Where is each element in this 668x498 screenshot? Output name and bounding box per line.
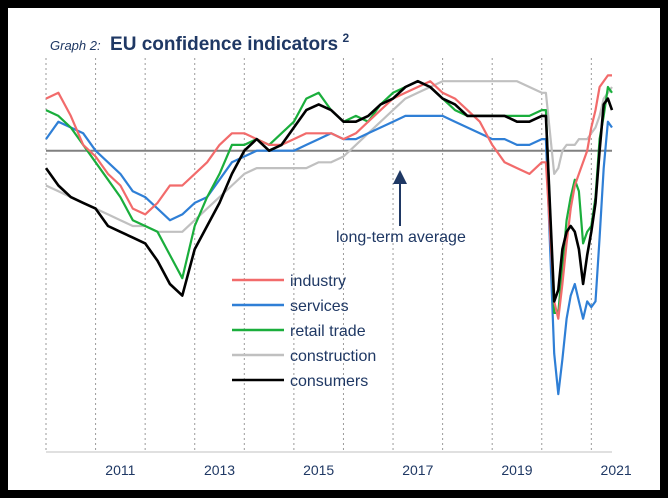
series-line-industry [45, 74, 612, 320]
chart-panel: Graph 2: EU confidence indicators 2 long… [8, 8, 660, 490]
x-tick-label-2019: 2019 [501, 462, 532, 478]
x-axis-tick-labels: 2011 2013 2015 2017 2019 2021 [105, 462, 632, 478]
series-line-construction [45, 80, 613, 233]
annotation-label: long-term average [336, 229, 466, 246]
year-gridlines [45, 58, 592, 452]
legend-label-services: services [290, 298, 349, 315]
legend: industry services retail trade construction… [232, 273, 376, 390]
x-tick-label-2017: 2017 [402, 462, 433, 478]
chart-title-superscript: 2 [343, 31, 350, 45]
legend-label-retail-trade: retail trade [290, 323, 366, 340]
annotation-arrow-head [393, 170, 407, 184]
series-lines [44, 74, 614, 396]
long-term-average-annotation: long-term average [336, 170, 466, 246]
x-tick-label-2013: 2013 [204, 462, 235, 478]
legend-label-construction: construction [290, 348, 376, 365]
chart-title-main: EU confidence indicators [110, 34, 338, 55]
series-line-consumers [44, 79, 614, 303]
x-tick-label-2021: 2021 [601, 462, 632, 478]
chart-title: Graph 2: EU confidence indicators 2 [50, 31, 350, 55]
series-line-services [45, 114, 613, 396]
x-tick-label-2011: 2011 [105, 462, 135, 478]
legend-label-industry: industry [290, 273, 346, 290]
x-tick-label-2015: 2015 [303, 462, 334, 478]
chart-canvas: Graph 2: EU confidence indicators 2 long… [44, 31, 632, 478]
legend-label-consumers: consumers [290, 373, 368, 390]
series-line-retail-trade [45, 80, 613, 314]
chart-title-prefix: Graph 2: [50, 38, 101, 53]
